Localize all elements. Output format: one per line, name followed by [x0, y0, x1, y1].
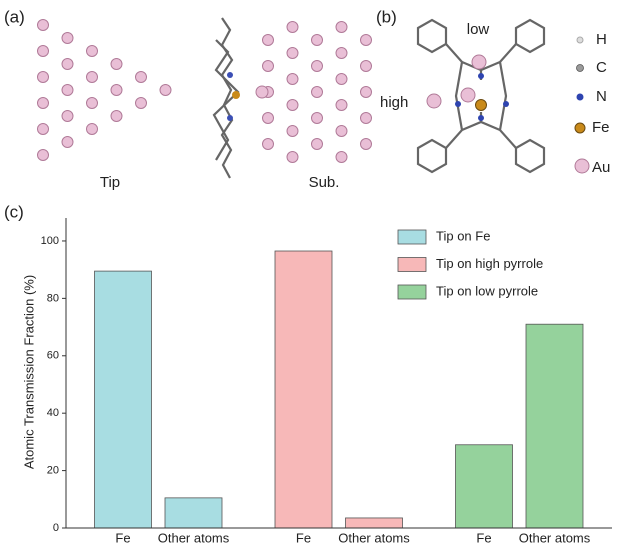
au-atom — [38, 46, 49, 57]
au-atom — [111, 111, 122, 122]
bar — [456, 445, 513, 528]
au-atom — [312, 87, 323, 98]
substrate-label: Sub. — [309, 174, 340, 191]
au-atom — [287, 48, 298, 59]
au-atom — [38, 20, 49, 31]
figure: (a) Tip Sub. (b) low high H C N Fe — [0, 0, 619, 545]
n-atom — [227, 72, 233, 78]
legend-swatch — [398, 285, 426, 299]
au-atom — [38, 98, 49, 109]
au-atom — [336, 22, 347, 33]
au-atom — [287, 126, 298, 137]
y-tick-label: 40 — [47, 407, 59, 419]
au-atom — [87, 98, 98, 109]
panel-label: (a) — [4, 7, 25, 26]
au-atom — [312, 35, 323, 46]
au-atom — [111, 85, 122, 96]
au-atom — [263, 139, 274, 150]
y-tick-label: 0 — [53, 522, 59, 534]
au-atom — [136, 98, 147, 109]
au-atom — [361, 139, 372, 150]
atom-legend-label: N — [596, 88, 607, 105]
n-atom — [227, 115, 233, 121]
au-atom — [336, 152, 347, 163]
substrate-atoms — [263, 22, 372, 163]
y-tick-label: 80 — [47, 292, 59, 304]
x-tick-label: Other atoms — [519, 530, 591, 545]
au-atom — [312, 113, 323, 124]
au-atom — [336, 48, 347, 59]
atom-legend-label: Au — [592, 159, 610, 176]
high-label: high — [380, 94, 408, 111]
au-atom — [361, 87, 372, 98]
atom-legend-label: Fe — [592, 119, 610, 136]
x-tick-label: Other atoms — [338, 530, 410, 545]
au-atom — [136, 72, 147, 83]
au-atom — [361, 61, 372, 72]
panel-label: (b) — [376, 7, 397, 26]
y-tick-label: 100 — [41, 235, 59, 247]
atom-legend — [575, 37, 589, 173]
tip-label: Tip — [100, 174, 120, 191]
au-atom — [336, 126, 347, 137]
bar — [165, 498, 222, 528]
chart: 0 20 40 60 80 100 Fe Other atoms Fe Other atoms Fe… — [41, 218, 612, 545]
atom-legend-label: H — [596, 31, 607, 48]
au-atom — [263, 35, 274, 46]
bar — [95, 271, 152, 528]
y-axis-label: Atomic Transmission Fraction (%) — [21, 275, 36, 469]
x-tick-label: Other atoms — [158, 530, 230, 545]
au-atom — [287, 152, 298, 163]
au-atom — [361, 113, 372, 124]
au-atom — [111, 59, 122, 70]
x-tick-label: Fe — [296, 530, 311, 545]
au-atom — [336, 100, 347, 111]
au-atom — [312, 61, 323, 72]
au-atom — [62, 111, 73, 122]
au-atom — [361, 35, 372, 46]
bar — [346, 518, 403, 528]
low-label: low — [467, 21, 490, 38]
x-tick-label: Fe — [115, 530, 130, 545]
au-atom — [38, 72, 49, 83]
porphyrin — [418, 20, 544, 172]
au-atom — [38, 124, 49, 135]
legend-label: Tip on low pyrrole — [436, 283, 538, 298]
y-tick-label: 20 — [47, 464, 59, 476]
au-atom — [87, 46, 98, 57]
bar — [526, 324, 583, 528]
tip-atoms — [38, 20, 172, 161]
legend-swatch — [398, 230, 426, 244]
legend-swatch — [398, 258, 426, 272]
legend-label: Tip on high pyrrole — [436, 256, 543, 271]
au-atom — [287, 74, 298, 85]
au-atom — [287, 100, 298, 111]
x-tick-label: Fe — [476, 530, 491, 545]
au-atom — [62, 59, 73, 70]
molecule-side — [214, 18, 268, 178]
atom-legend-label: C — [596, 59, 607, 76]
au-atom — [336, 74, 347, 85]
au-atom — [87, 72, 98, 83]
au-atom — [263, 61, 274, 72]
legend-label: Tip on Fe — [436, 228, 490, 243]
au-atom — [62, 85, 73, 96]
au-atom — [62, 33, 73, 44]
au-atom — [160, 85, 171, 96]
y-tick-label: 60 — [47, 350, 59, 362]
au-atom — [263, 113, 274, 124]
au-atom — [62, 137, 73, 148]
panel-label: (c) — [4, 202, 24, 221]
au-atom — [38, 150, 49, 161]
fe-atom — [232, 91, 240, 99]
au-atom — [287, 22, 298, 33]
au-atom — [312, 139, 323, 150]
au-atom — [87, 124, 98, 135]
bar — [275, 251, 332, 528]
